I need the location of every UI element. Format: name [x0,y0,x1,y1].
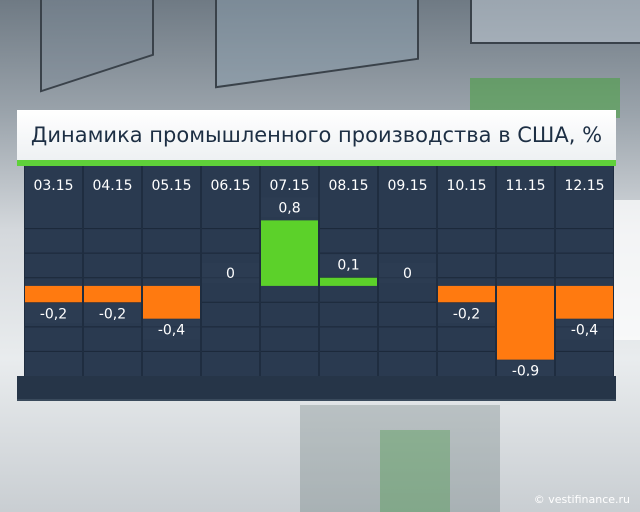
column-background [556,166,613,376]
data-label-background [556,319,613,340]
x-tick-label: 07.15 [269,178,309,194]
data-label-background [25,303,82,324]
bar [143,285,200,319]
x-tick-label: 12.15 [564,178,604,194]
x-tick-label: 08.15 [328,178,368,194]
data-label: -0,9 [512,364,539,376]
x-tick-label: 09.15 [387,178,427,194]
bar [261,220,318,286]
background-shape [215,0,419,89]
data-label-background [497,360,554,381]
bar [320,277,377,286]
source-credit: © vestifinance.ru [533,493,630,506]
data-label-background [379,262,436,283]
bar [556,285,613,319]
column-background [84,166,141,376]
data-label: 0 [226,266,235,282]
title-accent-line [17,160,616,166]
background-shape [612,200,640,340]
x-tick-label: 03.15 [33,178,73,194]
bar-chart-svg: 03.15 -0,2 04.15 -0,2 05.15 -0,4 06.15 0 07.15 0,… [25,166,613,381]
x-tick-label: 04.15 [92,178,132,194]
bar [438,285,495,303]
x-tick-label: 10.15 [446,178,486,194]
bar [84,285,141,303]
data-label: 0 [403,266,412,282]
data-label-background [143,319,200,340]
data-label: -0,2 [40,306,67,322]
data-label-background [84,303,141,324]
data-label: -0,4 [158,323,185,339]
data-label-background [438,303,495,324]
chart-footer-bar [17,376,616,399]
bar [25,285,82,303]
column-background [438,166,495,376]
chart-title: Динамика промышленного производства в СШ… [17,110,616,160]
background-shape [470,0,640,44]
background-shape [380,430,450,512]
column-background [143,166,200,376]
data-label-background [320,254,377,275]
bar-chart: 03.15 -0,2 04.15 -0,2 05.15 -0,4 06.15 0 07.15 0,… [24,166,614,381]
data-label: -0,4 [571,323,598,339]
data-label: -0,2 [99,306,126,322]
bar [497,285,554,360]
x-tick-label: 06.15 [210,178,250,194]
data-label: -0,2 [453,306,480,322]
data-label: 0,1 [337,258,359,274]
data-label-background [261,197,318,218]
background-shape [40,0,154,93]
column-background [25,166,82,376]
background-shape [300,405,500,512]
data-label: 0,8 [278,200,300,216]
x-tick-label: 11.15 [505,178,545,194]
x-tick-label: 05.15 [151,178,191,194]
data-label-background [202,262,259,283]
chart-footer-line [17,399,616,401]
